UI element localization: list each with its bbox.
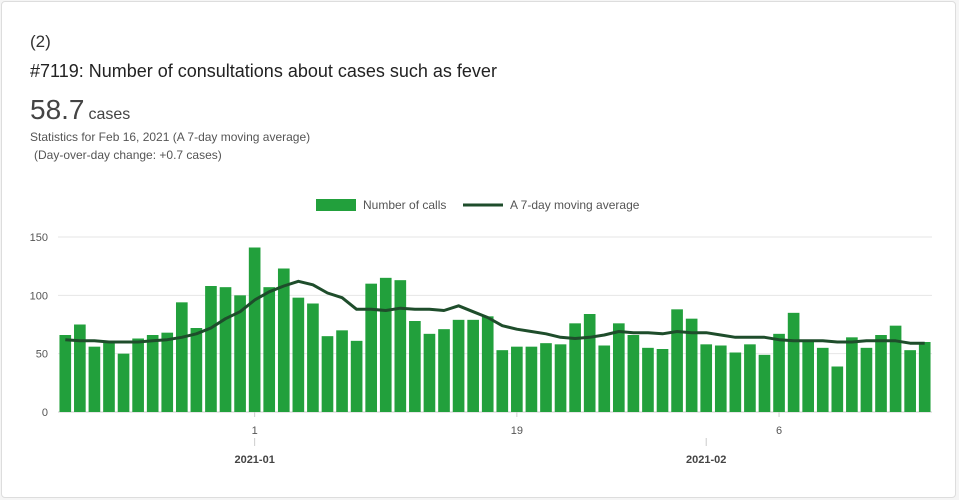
bar xyxy=(379,277,392,412)
stats-change: (Day-over-day change: +0.7 cases) xyxy=(34,148,222,162)
bar xyxy=(627,335,640,412)
legend-label-average: A 7-day moving average xyxy=(510,198,640,212)
bar xyxy=(132,338,144,412)
bar xyxy=(161,332,174,412)
x-tick-label: 6 xyxy=(776,425,782,437)
bar xyxy=(831,366,844,412)
y-tick-label: 50 xyxy=(36,349,48,361)
bar xyxy=(714,345,727,412)
bar xyxy=(307,303,319,412)
bar xyxy=(350,340,363,412)
moving-average-line xyxy=(65,279,925,345)
bar xyxy=(773,333,785,412)
bar xyxy=(758,354,771,412)
bar xyxy=(146,335,159,412)
bar xyxy=(409,321,421,412)
bar xyxy=(744,344,756,412)
chart-title: #7119: Number of consultations about cas… xyxy=(30,61,497,81)
bar xyxy=(802,340,815,412)
bar xyxy=(452,319,465,412)
bar xyxy=(729,352,742,412)
y-tick-label: 100 xyxy=(30,290,48,302)
bar xyxy=(846,337,858,412)
bar xyxy=(642,347,654,412)
bar xyxy=(700,344,713,412)
bar xyxy=(889,325,902,412)
bar xyxy=(88,346,101,412)
bar xyxy=(205,286,217,412)
bar xyxy=(423,333,436,412)
bar xyxy=(336,330,348,412)
bar xyxy=(816,347,829,412)
bar xyxy=(394,280,407,412)
bar xyxy=(74,324,86,412)
bar xyxy=(263,287,276,412)
bar xyxy=(219,287,232,412)
bar xyxy=(511,346,523,412)
bar xyxy=(583,314,596,412)
bar xyxy=(787,312,800,412)
bar xyxy=(467,319,479,412)
bar xyxy=(918,342,931,412)
bar xyxy=(598,345,611,412)
bar xyxy=(554,344,567,412)
bar xyxy=(321,336,334,412)
x-tick-label: 1 xyxy=(252,425,258,437)
y-tick-label: 0 xyxy=(42,407,48,419)
headline-unit: cases xyxy=(88,106,131,123)
bar xyxy=(612,323,625,412)
rank-label: (2) xyxy=(30,32,51,51)
headline-value: 58.7 cases xyxy=(30,94,130,126)
bar xyxy=(875,335,887,412)
bar xyxy=(248,247,261,412)
bar xyxy=(569,323,581,412)
bar xyxy=(234,295,246,412)
bar xyxy=(190,328,203,412)
stats-date: Statistics for Feb 16, 2021 (A 7-day mov… xyxy=(30,130,311,144)
bar xyxy=(117,353,130,412)
x-tick-label: 19 xyxy=(511,425,523,437)
month-label: 2021-01 xyxy=(234,454,274,466)
bar xyxy=(496,350,509,412)
bar xyxy=(438,329,450,412)
bar xyxy=(685,318,698,412)
bar xyxy=(59,335,72,412)
bar xyxy=(656,349,669,412)
bar xyxy=(860,347,873,412)
month-label: 2021-02 xyxy=(686,454,726,466)
y-tick-label: 150 xyxy=(30,232,48,244)
bar xyxy=(540,343,552,412)
bar xyxy=(175,302,188,412)
legend-bar-swatch xyxy=(316,199,356,211)
legend-label-calls: Number of calls xyxy=(363,198,446,212)
bar xyxy=(671,309,683,412)
bar xyxy=(103,342,115,412)
bar xyxy=(365,283,378,412)
bar xyxy=(904,350,916,412)
bar xyxy=(292,297,305,412)
bar xyxy=(525,346,538,412)
bar xyxy=(481,316,494,412)
bar xyxy=(277,268,290,412)
headline-number: 58.7 xyxy=(30,94,85,125)
